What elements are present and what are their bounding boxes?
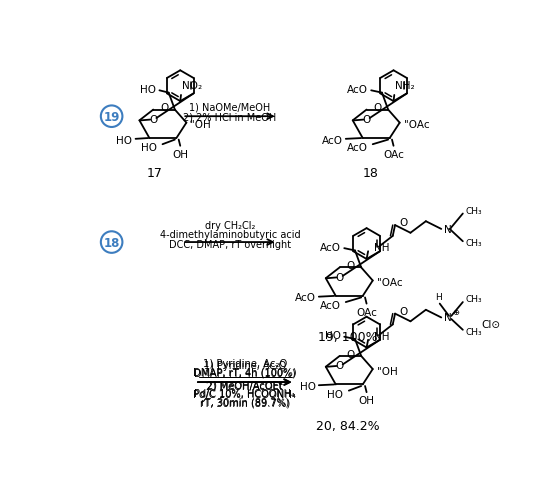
Text: O: O xyxy=(336,361,344,370)
Text: Pd/C 10%, HCOONH₄: Pd/C 10%, HCOONH₄ xyxy=(194,388,295,398)
Text: 17: 17 xyxy=(147,167,163,180)
Text: O: O xyxy=(362,115,371,124)
Text: AcO: AcO xyxy=(347,85,368,94)
Text: rT, 30min (89.7%): rT, 30min (89.7%) xyxy=(200,398,290,408)
Text: H: H xyxy=(435,292,442,301)
Text: 1) Pyridine, Ac₂O: 1) Pyridine, Ac₂O xyxy=(203,358,287,368)
Text: CH₃: CH₃ xyxy=(466,239,482,248)
Text: 18: 18 xyxy=(103,236,120,249)
Text: AcO: AcO xyxy=(322,136,343,145)
Text: DMAP, rT, 4h (100%): DMAP, rT, 4h (100%) xyxy=(193,366,296,377)
Text: 2) MeOH/AcOEt: 2) MeOH/AcOEt xyxy=(206,381,283,391)
Text: dry CH₂Cl₂: dry CH₂Cl₂ xyxy=(205,221,255,231)
Text: NH: NH xyxy=(375,243,390,253)
Text: NO₂: NO₂ xyxy=(182,81,202,91)
Text: CH₃: CH₃ xyxy=(466,295,482,304)
Text: 2) 2% HCl in MeOH: 2) 2% HCl in MeOH xyxy=(183,112,277,122)
Text: 4-dimethylaminobutyric acid: 4-dimethylaminobutyric acid xyxy=(160,230,300,240)
Text: DCC, DMAP, rT overnight: DCC, DMAP, rT overnight xyxy=(169,239,291,249)
Text: 1) NaOMe/MeOH: 1) NaOMe/MeOH xyxy=(189,102,271,112)
Text: CH₃: CH₃ xyxy=(466,207,482,215)
Text: O: O xyxy=(346,260,355,271)
Text: 19, 100%: 19, 100% xyxy=(317,331,377,344)
Text: OH: OH xyxy=(172,150,188,160)
Text: 18: 18 xyxy=(362,167,378,180)
Text: OAc: OAc xyxy=(383,150,404,160)
Text: DMAP, rT, 4h (100%): DMAP, rT, 4h (100%) xyxy=(194,368,296,378)
Text: 19: 19 xyxy=(103,110,120,123)
Text: 1) Pyridine, Ac₂O: 1) Pyridine, Ac₂O xyxy=(204,361,286,370)
Text: O: O xyxy=(399,306,407,316)
Text: AcO: AcO xyxy=(320,301,341,311)
Text: AcO: AcO xyxy=(295,293,316,303)
Text: HO: HO xyxy=(141,143,157,153)
Text: O: O xyxy=(336,272,344,282)
Text: NH: NH xyxy=(375,331,390,341)
Text: Pd/C 10%, HCOONH₄: Pd/C 10%, HCOONH₄ xyxy=(194,390,296,400)
Text: Cl⊙: Cl⊙ xyxy=(481,319,500,329)
Text: AcO: AcO xyxy=(347,143,368,153)
Text: AcO: AcO xyxy=(320,242,341,252)
Text: "OAc: "OAc xyxy=(404,120,429,130)
Text: HO: HO xyxy=(117,136,133,145)
Text: CH₃: CH₃ xyxy=(466,327,482,336)
Text: "OAc: "OAc xyxy=(377,277,402,287)
Text: "OH: "OH xyxy=(377,366,397,376)
Text: N: N xyxy=(444,313,452,323)
Text: rT, 30min (89.7%): rT, 30min (89.7%) xyxy=(201,396,289,407)
Text: O: O xyxy=(373,103,382,113)
Text: O: O xyxy=(346,349,355,359)
Text: OH: OH xyxy=(359,395,375,406)
Text: OAc: OAc xyxy=(356,307,377,317)
Text: O: O xyxy=(149,115,157,124)
Text: 2) MeOH/AcOEt: 2) MeOH/AcOEt xyxy=(207,379,283,390)
Text: "OH: "OH xyxy=(190,120,211,130)
Text: NH₂: NH₂ xyxy=(395,81,415,91)
Text: O: O xyxy=(399,217,407,227)
Text: HO: HO xyxy=(327,389,343,399)
Text: HO: HO xyxy=(140,85,156,94)
Text: ⊕: ⊕ xyxy=(452,307,459,316)
Text: HO: HO xyxy=(325,331,341,340)
Text: 20, 84.2%: 20, 84.2% xyxy=(316,419,379,432)
Text: HO: HO xyxy=(300,381,316,391)
Text: O: O xyxy=(160,103,168,113)
Text: N: N xyxy=(444,225,452,234)
